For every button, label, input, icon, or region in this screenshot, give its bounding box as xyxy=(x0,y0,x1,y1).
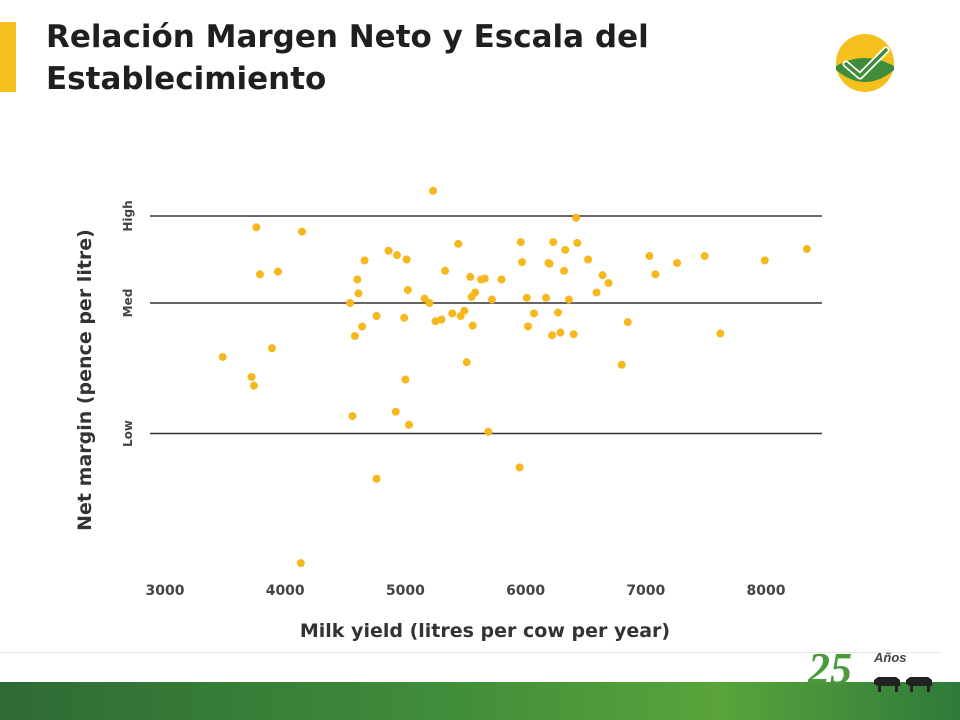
anniversary-number: 25 xyxy=(808,644,852,693)
x-tick-label: 4000 xyxy=(266,583,305,599)
data-point xyxy=(542,293,551,302)
data-point xyxy=(372,474,381,483)
data-point xyxy=(549,238,558,247)
data-point xyxy=(384,246,393,255)
data-point xyxy=(564,295,573,304)
data-point xyxy=(392,251,401,260)
data-point xyxy=(348,412,357,421)
x-tick-label: 3000 xyxy=(146,583,185,599)
footer-band xyxy=(0,682,960,720)
data-point xyxy=(346,299,355,307)
data-point xyxy=(255,270,264,279)
data-point xyxy=(391,407,400,416)
data-point xyxy=(623,318,632,327)
y-category-label: Low xyxy=(121,420,135,447)
data-point xyxy=(403,285,412,294)
data-point xyxy=(441,266,450,275)
data-point xyxy=(522,293,531,302)
x-tick-label: 5000 xyxy=(386,583,425,599)
data-point xyxy=(218,352,227,361)
data-point xyxy=(598,271,607,280)
data-point xyxy=(561,245,570,254)
data-point xyxy=(617,360,626,369)
data-point xyxy=(437,315,446,324)
data-point xyxy=(651,270,660,279)
data-point xyxy=(573,238,582,247)
reference-lines xyxy=(150,215,822,435)
data-point xyxy=(556,328,565,337)
data-point xyxy=(360,256,369,265)
y-category-label: High xyxy=(121,200,135,231)
data-point xyxy=(249,381,258,390)
data-point xyxy=(530,309,539,318)
data-point xyxy=(402,255,411,264)
y-category-label: Med xyxy=(121,289,135,318)
data-point xyxy=(267,344,276,353)
footer-divider xyxy=(0,652,940,653)
data-point xyxy=(604,278,613,287)
data-point xyxy=(401,375,410,384)
data-point xyxy=(460,306,469,315)
x-axis-label: Milk yield (litres per cow per year) xyxy=(300,620,670,642)
data-point xyxy=(572,213,581,222)
data-point xyxy=(429,186,438,195)
x-tick-label: 6000 xyxy=(506,583,545,599)
data-point xyxy=(700,252,709,261)
slide-title: Relación Margen Neto y Escala del Establ… xyxy=(46,19,649,97)
data-point xyxy=(425,299,434,307)
data-point xyxy=(516,238,525,247)
data-point xyxy=(645,252,654,261)
data-point xyxy=(471,288,480,297)
data-point xyxy=(760,256,769,265)
data-point xyxy=(673,258,682,267)
data-point xyxy=(273,267,282,276)
data-point xyxy=(484,427,493,436)
data-point xyxy=(454,239,463,248)
data-points xyxy=(218,186,811,568)
y-category-labels: High Med Low xyxy=(121,200,135,447)
data-point xyxy=(545,259,554,268)
data-point xyxy=(468,321,477,330)
data-point xyxy=(560,266,569,275)
x-tick-labels: 3000 4000 5000 6000 7000 8000 xyxy=(146,583,786,599)
data-point xyxy=(569,330,578,339)
data-point xyxy=(592,288,601,297)
data-point xyxy=(247,372,256,381)
data-point xyxy=(298,227,307,236)
cows-icon xyxy=(874,677,932,692)
data-point xyxy=(296,559,305,568)
data-point xyxy=(400,313,409,322)
data-point xyxy=(354,289,363,298)
y-axis-label: Net margin (pence per litre) xyxy=(74,229,96,531)
data-point xyxy=(548,331,557,340)
data-point xyxy=(584,255,593,264)
data-point xyxy=(487,295,496,304)
data-point xyxy=(252,223,261,232)
data-point xyxy=(524,322,533,331)
data-point xyxy=(716,329,725,338)
data-point xyxy=(431,317,440,326)
anniversary-logo: 25 Años xyxy=(808,644,948,694)
data-point xyxy=(802,245,811,254)
x-tick-label: 7000 xyxy=(626,583,665,599)
data-point xyxy=(358,322,367,331)
data-point xyxy=(497,275,506,284)
data-point xyxy=(353,275,362,284)
data-point xyxy=(517,258,526,267)
data-point xyxy=(405,420,414,429)
checkmark-logo-icon xyxy=(836,34,894,92)
data-point xyxy=(462,358,471,367)
data-point xyxy=(466,272,475,281)
data-point xyxy=(515,463,524,472)
anniversary-word: Años xyxy=(874,650,907,665)
data-point xyxy=(554,308,563,317)
title-accent-bar xyxy=(0,22,16,92)
data-point xyxy=(372,312,381,321)
data-point xyxy=(448,309,457,318)
data-point xyxy=(480,274,489,283)
x-tick-label: 8000 xyxy=(747,583,786,599)
data-point xyxy=(350,332,359,341)
